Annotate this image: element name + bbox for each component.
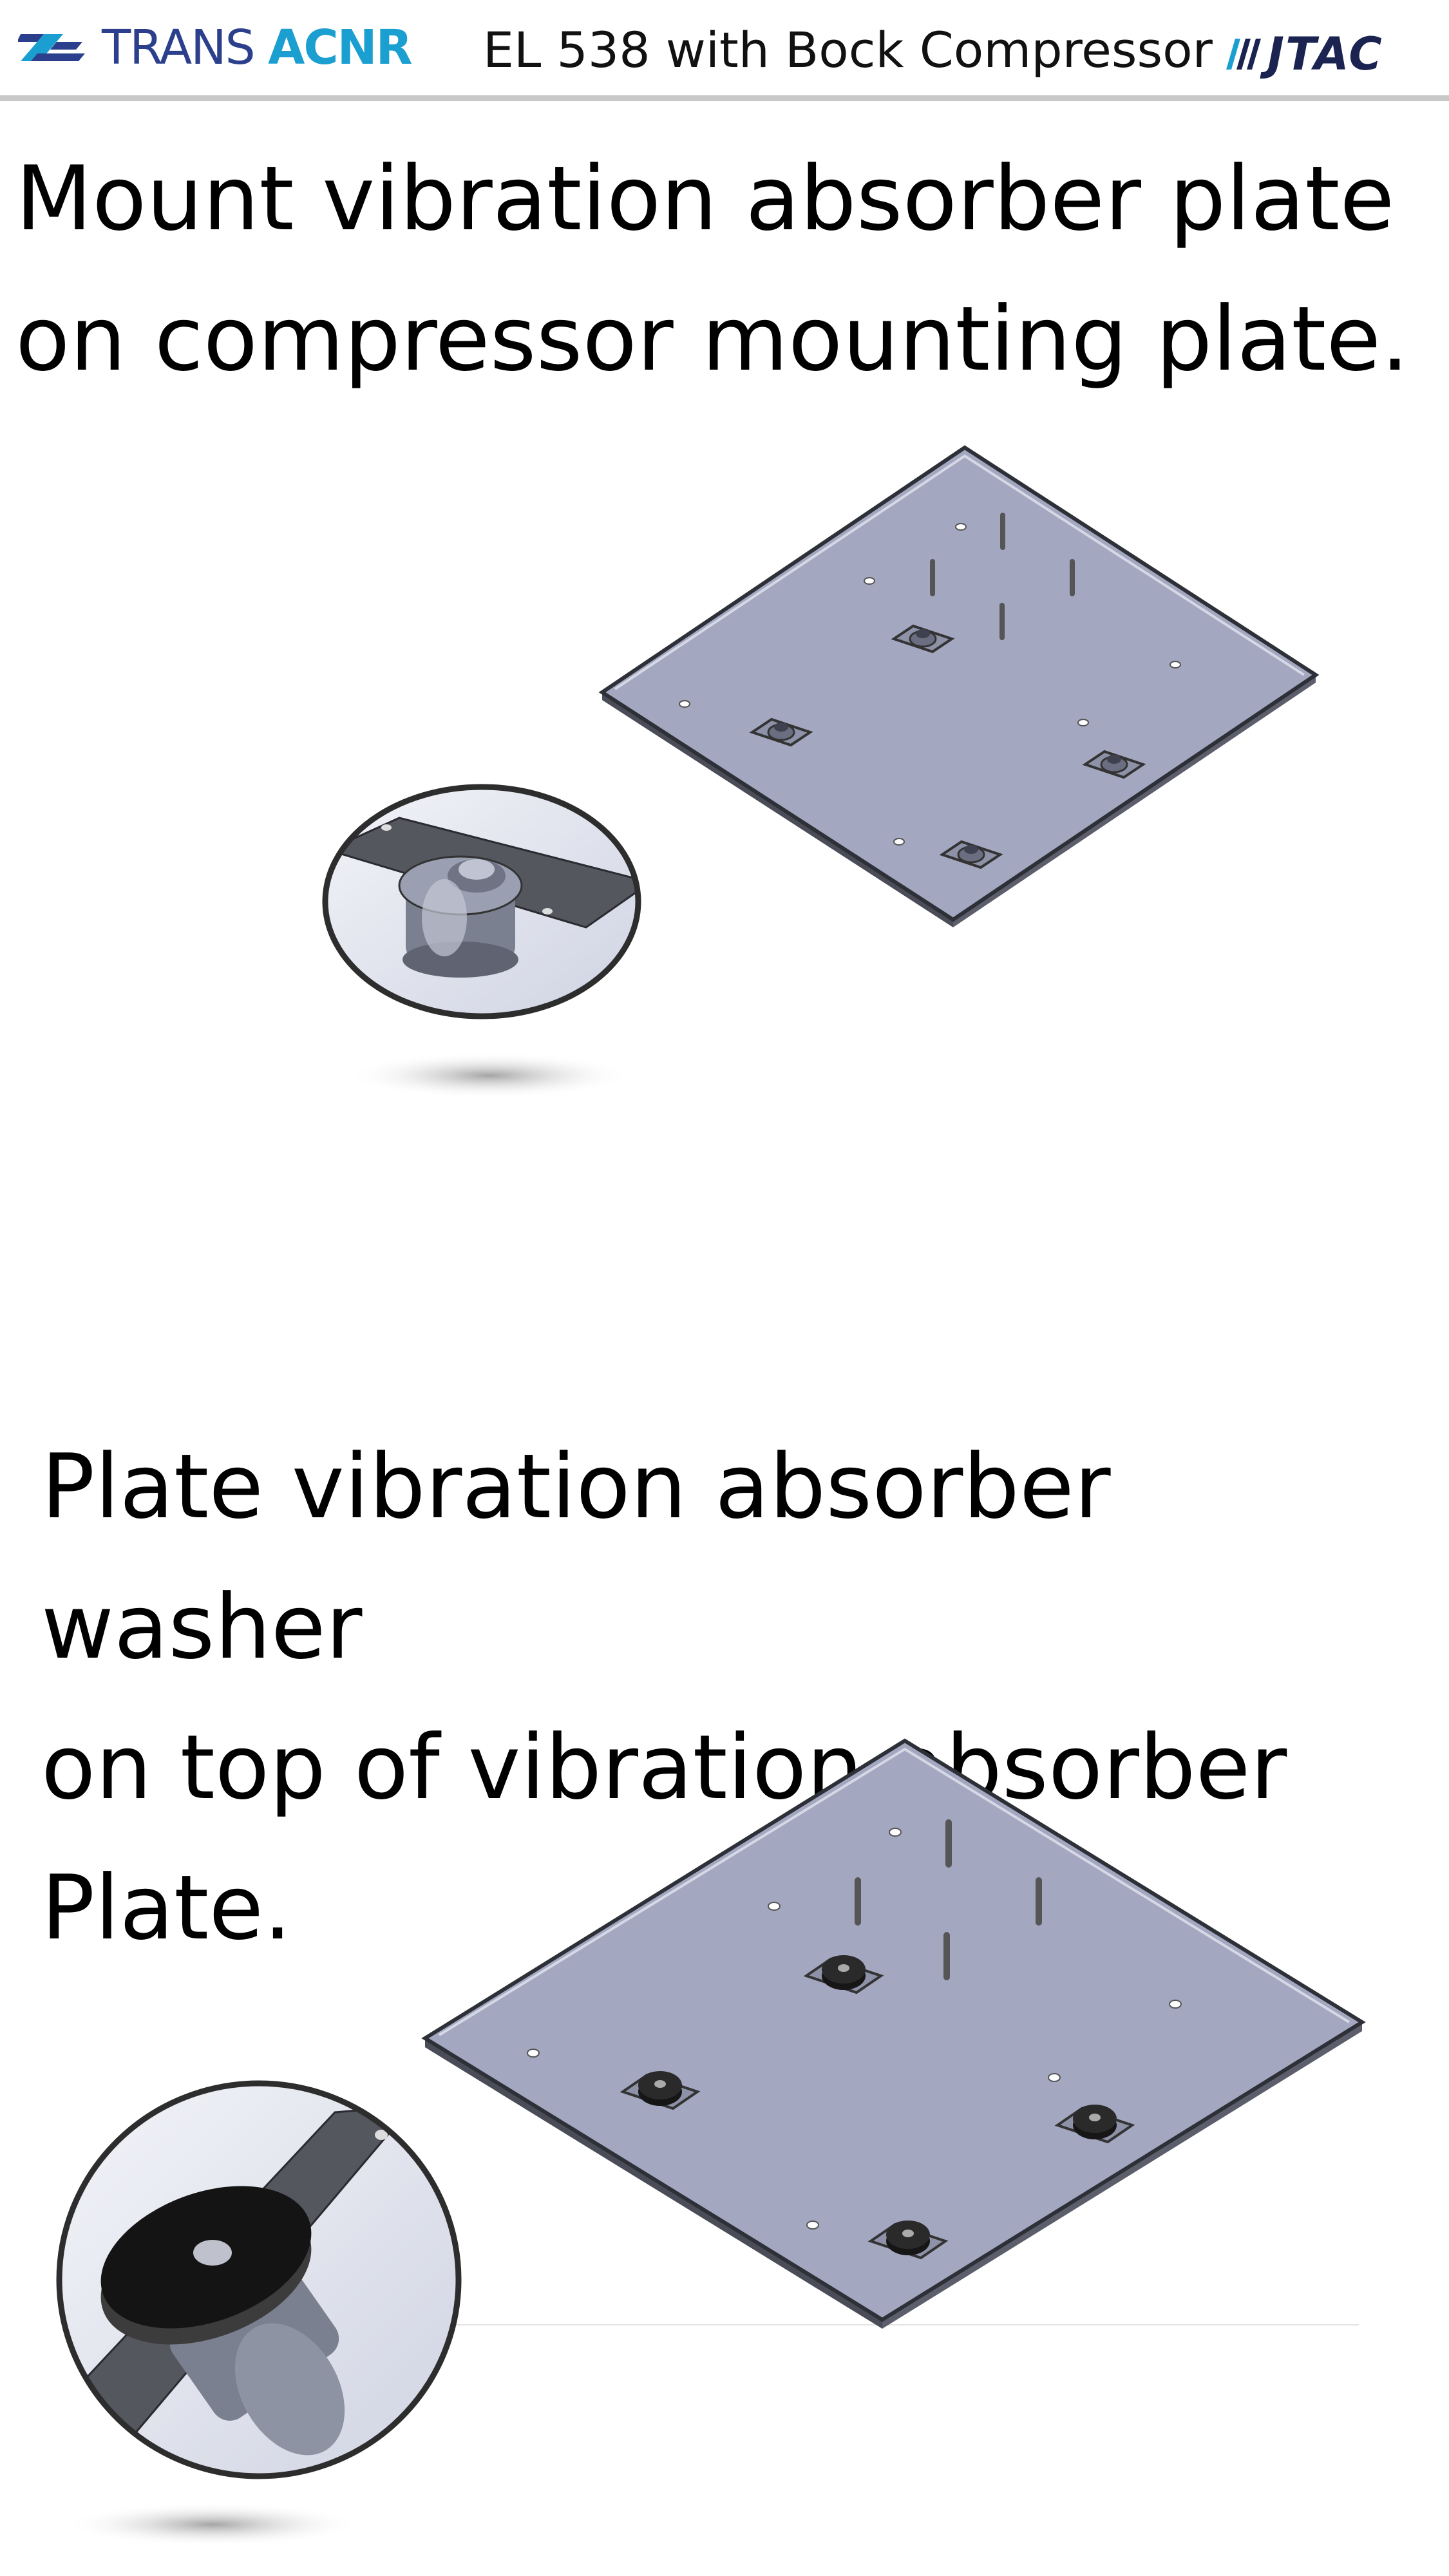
header-divider <box>0 95 1449 101</box>
trans-acnr-logo-mark-icon <box>18 34 85 61</box>
step-1-plate-drawing <box>598 445 1320 927</box>
brand-part-acnr: ACNR <box>268 20 412 75</box>
step-2-plate-drawing <box>421 1738 1366 2329</box>
step-1-instruction: Mount vibration absorber plate on compre… <box>15 147 1410 391</box>
document-title: EL 538 with Bock Compressor <box>483 21 1213 79</box>
step-2-detail-callout <box>56 2080 462 2544</box>
header: TRANS ACNR EL 538 with Bock Compressor J… <box>0 0 1449 97</box>
step-1-detail-callout <box>322 784 641 1099</box>
jtac-slashes-icon <box>1226 39 1261 70</box>
jtac-logo: JTAC <box>1224 28 1383 80</box>
brand-part-trans: TRANS <box>102 20 269 75</box>
trans-acnr-wordmark: TRANS ACNR <box>102 20 413 75</box>
jtac-wordmark: JTAC <box>1267 28 1383 80</box>
absorber-flange <box>749 624 1146 869</box>
trans-acnr-logo: TRANS ACNR <box>18 20 413 75</box>
step-2-instruction: Plate vibration absorber washer on top o… <box>41 1435 1287 1960</box>
absorber-washer <box>620 1955 1135 2260</box>
